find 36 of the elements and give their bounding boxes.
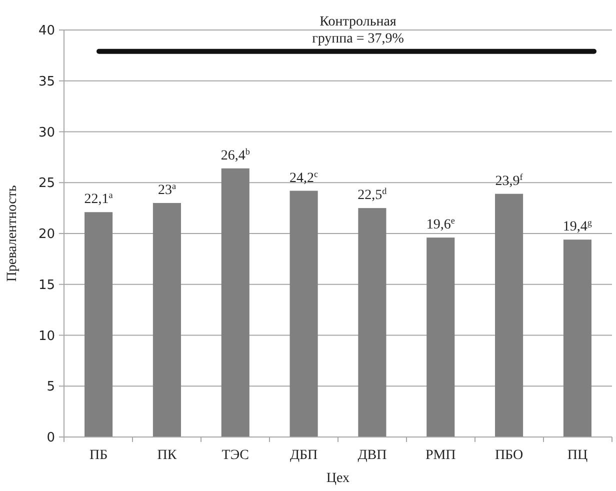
y-tick-label: 20 — [38, 227, 55, 242]
x-tick-label: ДВП — [358, 448, 387, 463]
x-axis-title: Цех — [326, 471, 350, 486]
data-label: 23,9$^{f}$ — [495, 172, 524, 189]
y-tick-label: 35 — [38, 74, 55, 90]
bar — [290, 190, 318, 437]
x-tick-label: ПЦ — [567, 448, 588, 463]
bar — [358, 208, 386, 437]
y-tick-label: 0 — [46, 430, 55, 446]
bar — [426, 238, 455, 437]
data-label: 19,6$^{e}$ — [426, 216, 455, 233]
data-label: 19,4$^{g}$ — [562, 218, 592, 235]
bar — [84, 212, 113, 437]
data-label: 23$^{a}$ — [158, 180, 176, 198]
bar — [495, 194, 524, 437]
x-tick-label: РМП — [425, 448, 456, 463]
bar — [221, 168, 250, 437]
bar — [563, 240, 592, 437]
y-tick-label: 40 — [38, 24, 55, 39]
x-tick-label: ПБ — [89, 448, 108, 463]
data-label: 26,4$^{b}$ — [220, 146, 250, 164]
y-tick-label: 10 — [38, 328, 55, 344]
x-tick-label: ДБП — [290, 448, 318, 463]
ref-line-label: Контрольная группа = 37,9% — [312, 14, 404, 46]
x-tick-label: ПК — [157, 448, 178, 463]
y-tick-label: 30 — [38, 125, 55, 140]
x-tick-label: ПБО — [494, 448, 524, 463]
y-axis-title: Превалентность — [5, 185, 20, 282]
y-tick-label: 15 — [38, 278, 55, 293]
x-tick-label: ТЭС — [222, 448, 249, 463]
y-tick-label: 5 — [46, 380, 55, 395]
data-label: 24,2$^{c}$ — [290, 168, 318, 186]
data-label: 22,5$^{d}$ — [358, 186, 388, 204]
data-label: 22,1$^{a}$ — [84, 190, 113, 208]
bar — [152, 202, 181, 437]
y-tick-label: 25 — [38, 176, 55, 192]
